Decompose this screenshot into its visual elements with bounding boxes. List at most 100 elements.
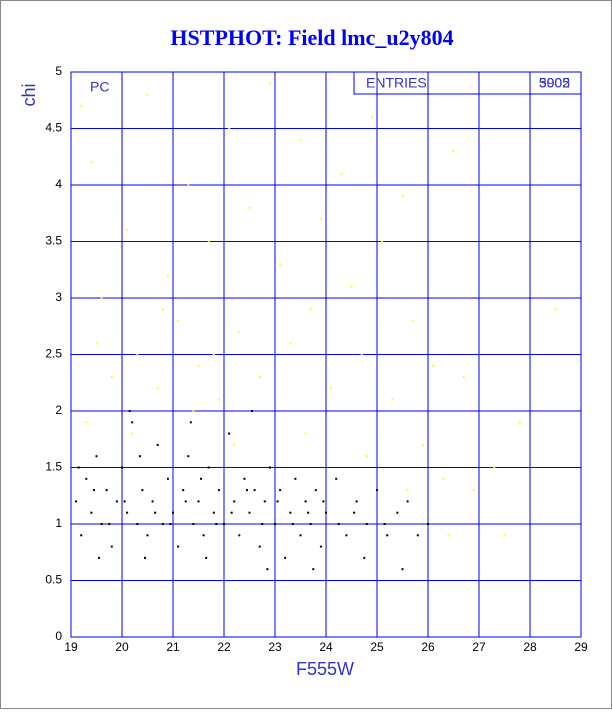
point <box>360 353 363 356</box>
point <box>319 217 322 220</box>
point <box>462 376 465 379</box>
point <box>386 534 389 537</box>
x-tick-label: 25 <box>370 640 384 654</box>
y-tick-label: 0.5 <box>45 573 62 587</box>
point <box>80 104 83 107</box>
point <box>325 511 327 514</box>
x-axis-label: F555W <box>296 659 354 679</box>
y-tick-label: 3.5 <box>45 234 62 248</box>
point <box>337 523 340 525</box>
point <box>274 523 276 525</box>
point <box>136 523 139 525</box>
y-tick-label: 1 <box>55 516 62 530</box>
point <box>207 240 210 243</box>
point <box>376 489 378 492</box>
point <box>207 466 210 469</box>
point <box>401 195 404 198</box>
point <box>121 466 123 469</box>
x-tick-label: 23 <box>268 640 282 654</box>
point <box>248 511 251 514</box>
point <box>447 534 450 537</box>
point <box>263 500 266 503</box>
point <box>192 410 195 412</box>
point <box>284 556 287 559</box>
point <box>503 534 506 537</box>
point <box>161 523 164 525</box>
point <box>131 421 134 424</box>
point <box>309 523 312 525</box>
point <box>365 455 368 458</box>
stats-label: ENTRIES <box>366 75 427 91</box>
point <box>314 489 317 492</box>
point <box>391 398 394 401</box>
point <box>396 511 399 514</box>
point <box>261 523 264 525</box>
point <box>131 432 134 435</box>
point <box>355 500 358 503</box>
point <box>245 489 248 492</box>
point <box>442 477 445 480</box>
point <box>143 556 146 559</box>
point <box>223 523 225 525</box>
point <box>200 477 203 480</box>
x-tick-label: 29 <box>574 640 588 654</box>
point <box>187 184 190 186</box>
y-tick-label: 2.5 <box>45 347 62 361</box>
point <box>266 568 269 571</box>
point <box>304 500 307 503</box>
point <box>340 172 343 175</box>
x-tick-label: 21 <box>166 640 180 654</box>
point <box>554 308 557 311</box>
point <box>518 421 521 424</box>
point <box>92 489 95 492</box>
point <box>238 534 241 537</box>
point <box>233 500 236 503</box>
x-tick-label: 26 <box>421 640 435 654</box>
stats-box <box>353 71 582 95</box>
point <box>110 376 113 379</box>
point <box>251 410 254 412</box>
point <box>353 511 356 514</box>
y-tick-label: 0 <box>55 629 62 643</box>
point <box>307 511 310 514</box>
point <box>335 477 338 480</box>
point <box>452 150 455 153</box>
point <box>100 297 103 299</box>
point <box>146 93 149 96</box>
point <box>187 455 190 458</box>
point <box>330 387 333 390</box>
point <box>291 523 294 525</box>
point <box>189 421 192 424</box>
point <box>258 376 261 379</box>
point <box>161 308 164 311</box>
point <box>319 545 322 548</box>
point <box>217 398 220 401</box>
point <box>233 443 236 446</box>
point <box>253 489 256 492</box>
point <box>248 206 251 209</box>
point <box>95 342 98 345</box>
point <box>182 489 185 492</box>
point <box>363 556 366 559</box>
point <box>268 466 271 469</box>
point <box>312 568 315 571</box>
y-tick-label: 4 <box>55 177 62 191</box>
point <box>427 523 429 525</box>
y-tick-label: 4.5 <box>45 121 62 135</box>
chart-title: HSTPHOT: Field lmc_u2y804 <box>170 25 453 50</box>
point <box>212 511 215 514</box>
point <box>304 432 307 435</box>
point <box>215 523 218 525</box>
point <box>309 308 312 311</box>
point <box>138 455 141 458</box>
y-axis-label: chi <box>19 83 39 106</box>
x-tick-label: 19 <box>64 640 78 654</box>
point <box>126 511 129 514</box>
point <box>212 353 215 356</box>
y-tick-label: 5 <box>55 64 62 78</box>
x-tick-label: 20 <box>115 640 129 654</box>
point <box>230 511 233 514</box>
x-tick-label: 22 <box>217 640 231 654</box>
annotation: PC <box>90 79 109 95</box>
